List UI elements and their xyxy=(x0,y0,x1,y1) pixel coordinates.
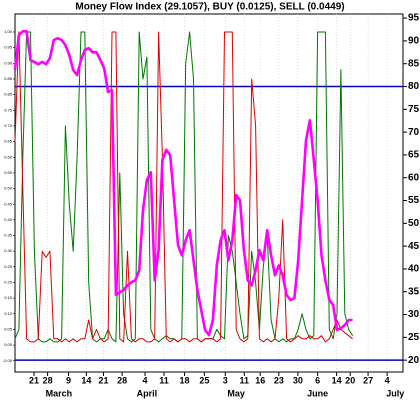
x-tick-label: 28 xyxy=(117,375,127,385)
y-tick-label: 0.65 xyxy=(4,139,13,144)
y2-tick-label: 20 xyxy=(408,355,420,366)
x-tick-label: 23 xyxy=(274,375,284,385)
series-line xyxy=(13,30,353,337)
month-label: May xyxy=(227,388,245,398)
x-tick-label: 14 xyxy=(81,375,91,385)
y-tick-label: 0.20 xyxy=(4,280,13,285)
x-tick-label: 27 xyxy=(363,375,373,385)
x-tick-label: 4 xyxy=(385,375,390,385)
y-tick-label: 0.00 xyxy=(4,342,13,347)
y2-tick-label: 80 xyxy=(408,81,420,92)
month-label: April xyxy=(137,388,158,398)
x-tick-label: 11 xyxy=(240,375,250,385)
y2-tick-label: 65 xyxy=(408,150,420,161)
x-tick-label: 16 xyxy=(255,375,265,385)
y-tick-label: 1.00 xyxy=(4,29,13,34)
y2-tick-label: 60 xyxy=(408,172,420,183)
chart-title: Money Flow Index (29.1057), BUY (0.0125)… xyxy=(75,2,344,13)
x-tick-label: 9 xyxy=(66,375,71,385)
x-tick-label: 14 xyxy=(332,375,342,385)
x-tick-label: 18 xyxy=(180,375,190,385)
y-tick-label: 0.70 xyxy=(4,123,13,128)
y2-tick-label: 95 xyxy=(408,13,420,24)
y-tick-label: 0.45 xyxy=(4,201,13,206)
y-tick-label: 0.25 xyxy=(4,264,13,269)
y2-tick-label: 55 xyxy=(408,195,420,206)
x-tick-label: 25 xyxy=(199,375,209,385)
x-tick-label: 4 xyxy=(142,375,147,385)
y-tick-label: 0.80 xyxy=(4,92,13,97)
month-label: March xyxy=(46,388,73,398)
y-tick-label: 0.40 xyxy=(4,217,13,222)
y-tick-label: -0.05 xyxy=(3,358,13,363)
y2-tick-label: 75 xyxy=(408,104,420,115)
y2-tick-label: 90 xyxy=(408,36,420,47)
y2-tick-label: 40 xyxy=(408,264,420,275)
x-tick-label: 11 xyxy=(159,375,169,385)
y2-tick-label: 70 xyxy=(408,127,420,138)
y2-tick-label: 30 xyxy=(408,309,420,320)
month-label: July xyxy=(386,388,404,398)
y-tick-label: 0.05 xyxy=(4,326,13,331)
y2-tick-label: 35 xyxy=(408,286,420,297)
x-tick-label: 20 xyxy=(345,375,355,385)
y-tick-label: 0.15 xyxy=(4,295,13,300)
x-tick-label: 21 xyxy=(29,375,39,385)
y2-tick-label: 45 xyxy=(408,241,420,252)
x-tick-label: 6 xyxy=(315,375,320,385)
x-tick-label: 30 xyxy=(293,375,303,385)
y2-tick-label: 25 xyxy=(408,332,420,343)
y-tick-label: 0.75 xyxy=(4,107,13,112)
y-tick-label: 0.95 xyxy=(4,45,13,50)
y-tick-label: 0.85 xyxy=(4,76,13,81)
y2-tick-label: 50 xyxy=(408,218,420,229)
y-tick-label: 0.35 xyxy=(4,233,13,238)
x-tick-label: 21 xyxy=(98,375,108,385)
series-line xyxy=(14,31,353,343)
month-label: June xyxy=(307,388,328,398)
series-line xyxy=(14,31,354,343)
y-tick-label: 0.90 xyxy=(4,60,13,65)
y-tick-label: 0.30 xyxy=(4,248,13,253)
y2-tick-label: 85 xyxy=(408,58,420,69)
y-tick-label: 0.60 xyxy=(4,154,13,159)
y-tick-label: 0.50 xyxy=(4,186,13,191)
y-tick-label: 0.55 xyxy=(4,170,13,175)
x-tick-label: 28 xyxy=(43,375,53,385)
y-tick-label: 0.10 xyxy=(4,311,13,316)
x-tick-label: 3 xyxy=(223,375,228,385)
